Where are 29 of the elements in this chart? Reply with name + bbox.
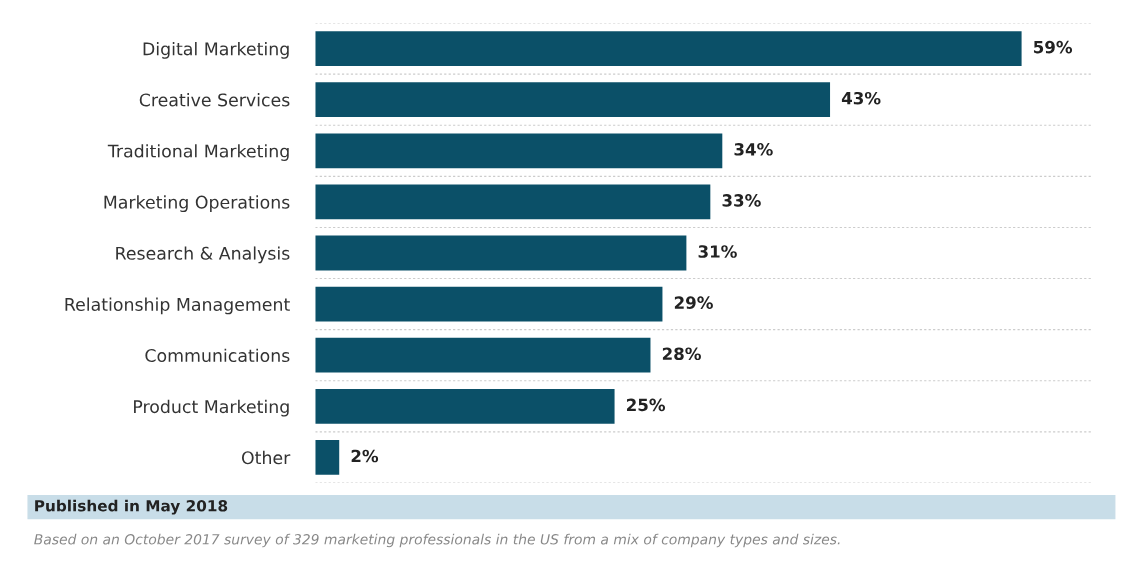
text: Based on an October 2017 survey of 329 marketing professionals in the US from a mix of company types and sizes.	[34, 533, 840, 548]
bar	[315, 31, 1022, 66]
data-label: 31%	[698, 245, 737, 258]
y-tick-label: Marketing Operations	[104, 195, 290, 213]
y-tick-label: Product Marketing	[134, 399, 289, 417]
bar	[315, 337, 651, 373]
data-label: 34%	[734, 143, 773, 156]
bar	[315, 82, 831, 118]
y-tick-label: Creative Services	[139, 93, 290, 107]
data-label: 59%	[1033, 40, 1073, 54]
y-tick-label: Traditional Marketing	[107, 144, 289, 161]
data-label: 2%	[351, 449, 379, 463]
y-tick-label: Digital Marketing	[143, 41, 289, 59]
data-label: 25%	[626, 398, 666, 412]
bar	[315, 235, 687, 271]
y-tick-label: Communications	[145, 348, 290, 363]
bar	[315, 133, 723, 169]
bar	[315, 388, 615, 424]
y-tick-label: Research & Analysis	[116, 246, 290, 264]
bar	[315, 184, 711, 220]
y-tick-label: Other	[241, 450, 291, 465]
data-label: 33%	[722, 194, 761, 207]
data-label: 29%	[674, 296, 713, 309]
text: Published in May 2018	[35, 499, 228, 515]
data-label: 43%	[841, 91, 881, 105]
bar	[315, 286, 663, 322]
y-tick-label: Relationship Management	[65, 297, 290, 315]
data-label: 28%	[662, 347, 701, 361]
bar	[315, 440, 340, 475]
